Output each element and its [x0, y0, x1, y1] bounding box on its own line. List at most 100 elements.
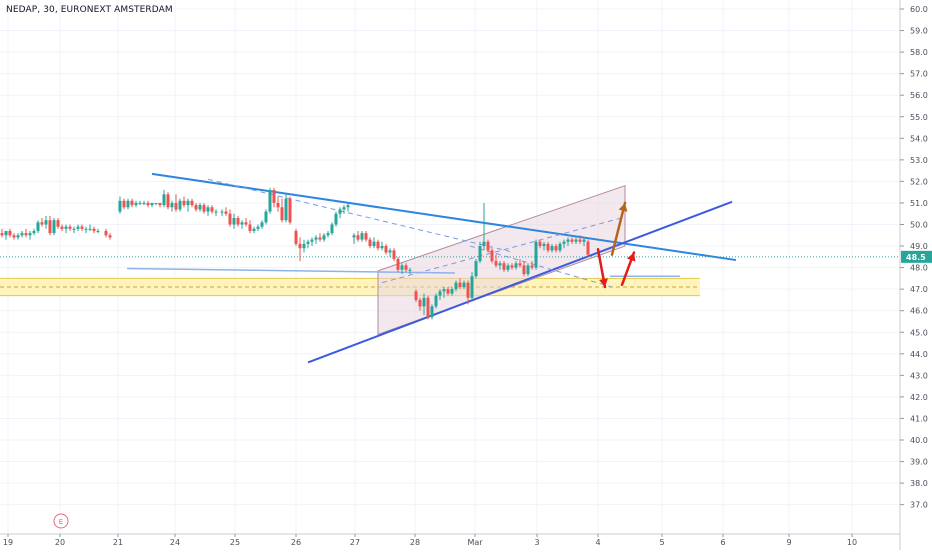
time-tick-label: 20: [55, 538, 65, 547]
candle-body: [586, 241, 590, 255]
candle: [126, 198, 130, 210]
candle: [422, 293, 426, 316]
price-tick-label: 37.0: [910, 501, 928, 510]
time-tick-label: 24: [170, 538, 180, 547]
price-tick-label: 60.0: [910, 5, 928, 14]
candle: [302, 239, 306, 253]
candle: [510, 263, 514, 270]
candle: [450, 286, 454, 296]
candle-body: [514, 263, 518, 268]
candle: [166, 192, 170, 210]
candle-body: [80, 226, 84, 229]
candle: [272, 187, 276, 208]
candle-body: [154, 202, 158, 204]
candle-body: [68, 226, 72, 229]
price-tick-label: 44.0: [910, 350, 928, 359]
price-tick-label: 39.0: [910, 458, 928, 467]
candle: [582, 237, 586, 247]
candle-body: [486, 241, 490, 251]
candle: [430, 304, 434, 320]
candle-body: [538, 241, 542, 247]
candle: [522, 261, 526, 277]
candles-group: [0, 187, 590, 320]
candle: [0, 228, 4, 238]
candle-body: [360, 233, 364, 240]
candle-body: [244, 222, 248, 225]
candle: [530, 261, 534, 270]
price-tick-label: 58.0: [910, 48, 928, 57]
candle-body: [272, 190, 276, 203]
time-tick-label: 3: [534, 538, 539, 547]
price-tick-label: 45.0: [910, 328, 928, 337]
time-tick-label: 19: [3, 538, 13, 547]
candle: [146, 200, 150, 208]
candle-body: [474, 261, 478, 277]
candle: [400, 263, 404, 275]
candle: [182, 196, 186, 208]
candle-body: [190, 200, 194, 206]
candle-body: [546, 243, 550, 251]
candle: [190, 198, 194, 208]
candle: [276, 196, 280, 212]
candle: [482, 202, 486, 251]
price-tick-label: 56.0: [910, 91, 928, 100]
candle-body: [414, 291, 418, 300]
candle: [498, 261, 502, 270]
candle: [334, 211, 338, 227]
candle-body: [450, 289, 454, 294]
candle-body: [562, 241, 566, 244]
candle: [294, 228, 298, 247]
candle: [150, 202, 154, 208]
price-tick-label: 42.0: [910, 393, 928, 402]
candle: [4, 230, 8, 240]
candle-body: [582, 239, 586, 242]
candle-body: [276, 202, 280, 208]
candle: [408, 267, 412, 275]
candle-body: [36, 222, 40, 231]
last-price-label: 48.5: [906, 253, 926, 262]
price-tick-label: 51.0: [910, 199, 928, 208]
price-axis[interactable]: 60.0 59.0 58.0 57.0 56.0 55.0 54.0 53.0 52.0 51.0…: [899, 0, 928, 550]
candle-body: [32, 230, 36, 234]
candle-body: [284, 198, 288, 221]
candle: [380, 241, 384, 251]
candle: [384, 243, 388, 255]
candle: [130, 198, 134, 208]
candle: [24, 228, 28, 238]
candle-body: [298, 243, 302, 249]
candle-body: [306, 241, 310, 244]
time-axis[interactable]: 19 20 21 24 25 26 27 28 Mar 3 4 5 6 9 10: [0, 533, 900, 547]
candle-body: [570, 239, 574, 242]
candle-body: [202, 205, 206, 212]
candle-body: [16, 235, 20, 238]
candle: [32, 228, 36, 236]
candle-body: [554, 246, 558, 251]
candle: [470, 271, 474, 300]
candle-body: [108, 235, 112, 238]
candle-body: [210, 207, 214, 212]
candle-body: [318, 237, 322, 240]
time-tick-label: 4: [595, 538, 600, 547]
candle: [404, 263, 408, 272]
price-tick-label: 52.0: [910, 177, 928, 186]
candle-body: [84, 228, 88, 230]
candle-body: [376, 241, 380, 249]
symbol-title: NEDAP, 30, EURONEXT AMSTERDAM: [6, 5, 173, 15]
candle-body: [248, 224, 252, 231]
price-tick-label: 48.0: [910, 264, 928, 273]
event-marker[interactable]: E: [53, 513, 69, 529]
candle-body: [150, 202, 154, 206]
candle-body: [380, 246, 384, 249]
candle: [314, 235, 318, 244]
candle: [142, 200, 146, 206]
candle: [240, 220, 244, 229]
candle: [122, 198, 126, 210]
candle: [178, 198, 182, 212]
candle: [198, 202, 202, 212]
candle-body: [252, 228, 256, 231]
candle: [118, 196, 122, 214]
candle: [546, 241, 550, 253]
candle: [330, 222, 334, 236]
